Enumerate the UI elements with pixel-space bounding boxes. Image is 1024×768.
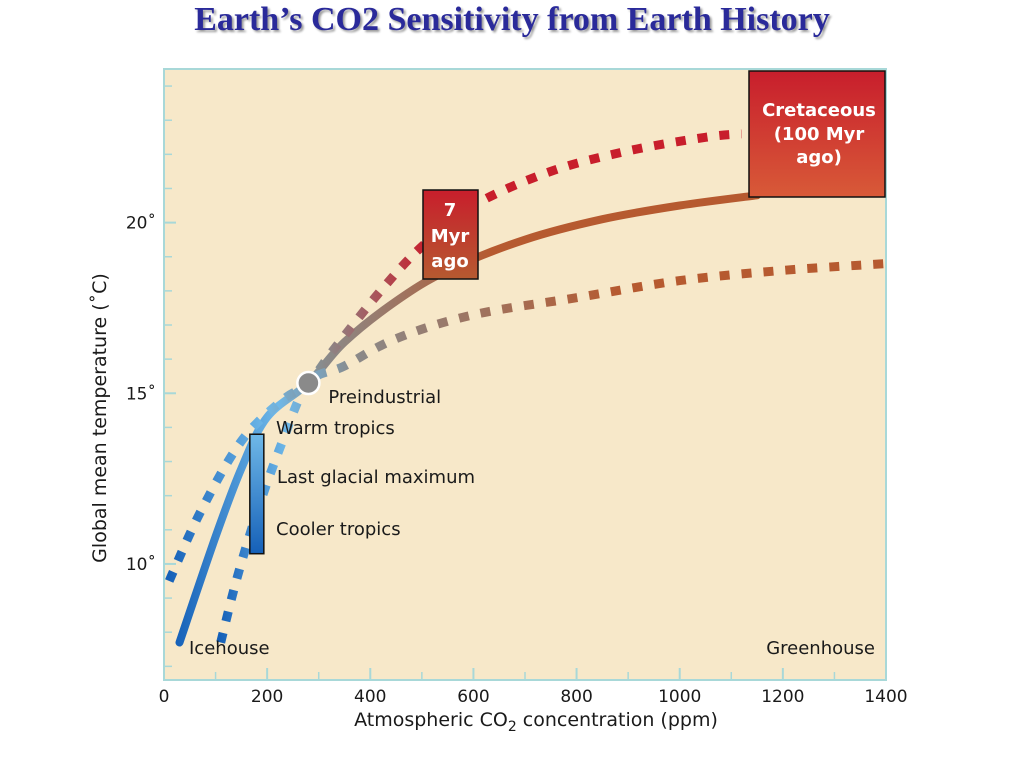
x-tick-label: 400 bbox=[354, 687, 386, 707]
warm-tropics-label: Warm tropics bbox=[276, 418, 395, 439]
x-tick-label: 1400 bbox=[864, 687, 907, 707]
x-tick-label: 1200 bbox=[761, 687, 804, 707]
preindustrial-label: Preindustrial bbox=[328, 387, 441, 408]
cretaceous-line-3: ago) bbox=[796, 147, 842, 168]
y-tick-label: 10˚ bbox=[126, 554, 156, 575]
x-axis: 0 200 400 600 800 1000 1200 1400 bbox=[159, 668, 908, 707]
icehouse-label: Icehouse bbox=[189, 638, 270, 659]
y-axis-title: Global mean temperature (˚C) bbox=[89, 273, 111, 563]
y-tick-label: 15˚ bbox=[126, 383, 156, 404]
greenhouse-label: Greenhouse bbox=[766, 638, 875, 659]
x-tick-label: 200 bbox=[251, 687, 283, 707]
cretaceous-box: Cretaceous (100 Myr ago) bbox=[748, 70, 886, 198]
preindustrial-point bbox=[296, 370, 321, 396]
seven-myr-line-1: 7 bbox=[444, 200, 457, 221]
seven-myr-line-2: Myr bbox=[431, 226, 470, 247]
seven-myr-line-3: ago bbox=[431, 251, 468, 272]
seven-myr-box: 7 Myr ago bbox=[422, 189, 479, 280]
cooler-tropics-label: Cooler tropics bbox=[276, 519, 401, 540]
y-axis: 10˚ 15˚ 20˚ bbox=[126, 85, 176, 668]
lgm-range-bar bbox=[249, 433, 265, 555]
central-estimate-curve bbox=[175, 191, 762, 647]
slide-title: Earth’s CO2 Sensitivity from Earth Histo… bbox=[194, 1, 830, 38]
last-glacial-maximum-label: Last glacial maximum bbox=[277, 467, 475, 488]
y-tick-label: 20˚ bbox=[126, 213, 156, 234]
x-tick-label: 0 bbox=[159, 687, 170, 707]
cretaceous-line-1: Cretaceous bbox=[762, 100, 876, 121]
x-axis-title: Atmospheric CO2 concentration (ppm) bbox=[354, 709, 718, 735]
x-tick-label: 600 bbox=[457, 687, 489, 707]
cretaceous-line-2: (100 Myr bbox=[774, 124, 865, 145]
x-tick-label: 800 bbox=[560, 687, 592, 707]
x-tick-label: 1000 bbox=[658, 687, 701, 707]
